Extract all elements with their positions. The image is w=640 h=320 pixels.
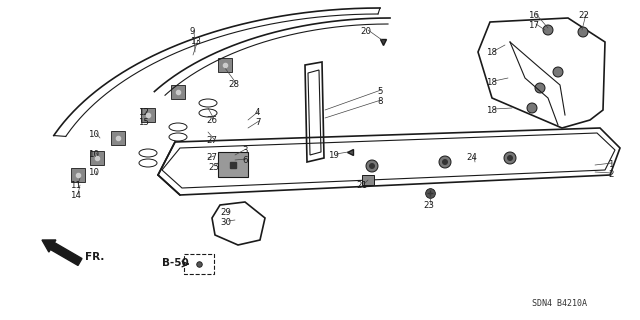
Circle shape — [507, 155, 513, 161]
Text: 2: 2 — [608, 170, 614, 179]
Circle shape — [527, 103, 537, 113]
Text: 9: 9 — [190, 27, 195, 36]
Text: 22: 22 — [578, 11, 589, 20]
Text: 8: 8 — [377, 97, 383, 106]
Text: 24: 24 — [466, 153, 477, 162]
Text: 18: 18 — [486, 106, 497, 115]
Text: 25: 25 — [208, 163, 219, 172]
Text: 5: 5 — [377, 87, 383, 96]
Circle shape — [504, 152, 516, 164]
Text: 13: 13 — [190, 37, 201, 46]
Text: 4: 4 — [255, 108, 260, 117]
Text: 18: 18 — [486, 78, 497, 87]
Text: SDN4 B4210A: SDN4 B4210A — [532, 299, 588, 308]
Text: 15: 15 — [138, 118, 149, 127]
Circle shape — [535, 83, 545, 93]
FancyArrow shape — [42, 240, 82, 266]
Circle shape — [442, 159, 448, 165]
Text: 19: 19 — [328, 151, 339, 160]
Bar — [141, 108, 155, 122]
Text: 20: 20 — [360, 27, 371, 36]
Text: 29: 29 — [220, 208, 231, 217]
Text: 12: 12 — [138, 108, 149, 117]
Text: 21: 21 — [356, 181, 367, 190]
Text: 10: 10 — [88, 150, 99, 159]
Text: FR.: FR. — [85, 252, 104, 262]
Text: 10: 10 — [88, 130, 99, 139]
Text: B-50: B-50 — [162, 258, 189, 268]
Text: 1: 1 — [608, 160, 614, 169]
Text: 6: 6 — [242, 156, 248, 165]
Circle shape — [578, 27, 588, 37]
Circle shape — [543, 25, 553, 35]
Circle shape — [439, 156, 451, 168]
Circle shape — [369, 163, 375, 169]
Circle shape — [366, 160, 378, 172]
Text: 23: 23 — [423, 201, 434, 210]
Text: 16: 16 — [528, 11, 539, 20]
Text: 26: 26 — [206, 116, 217, 125]
Text: 3: 3 — [242, 146, 248, 155]
Circle shape — [553, 67, 563, 77]
Text: 27: 27 — [206, 153, 217, 162]
Text: 10: 10 — [88, 168, 99, 177]
Text: 28: 28 — [228, 80, 239, 89]
Text: 11: 11 — [70, 181, 81, 190]
Bar — [171, 85, 185, 99]
Text: 18: 18 — [486, 48, 497, 57]
Text: 17: 17 — [528, 21, 539, 30]
Text: 30: 30 — [220, 218, 231, 227]
Text: 7: 7 — [255, 118, 260, 127]
Bar — [111, 131, 125, 145]
Bar — [218, 58, 232, 72]
Bar — [362, 175, 374, 185]
Text: 27: 27 — [206, 136, 217, 145]
Bar — [71, 168, 85, 182]
Text: 14: 14 — [70, 191, 81, 200]
Bar — [218, 152, 248, 177]
Bar — [90, 151, 104, 165]
